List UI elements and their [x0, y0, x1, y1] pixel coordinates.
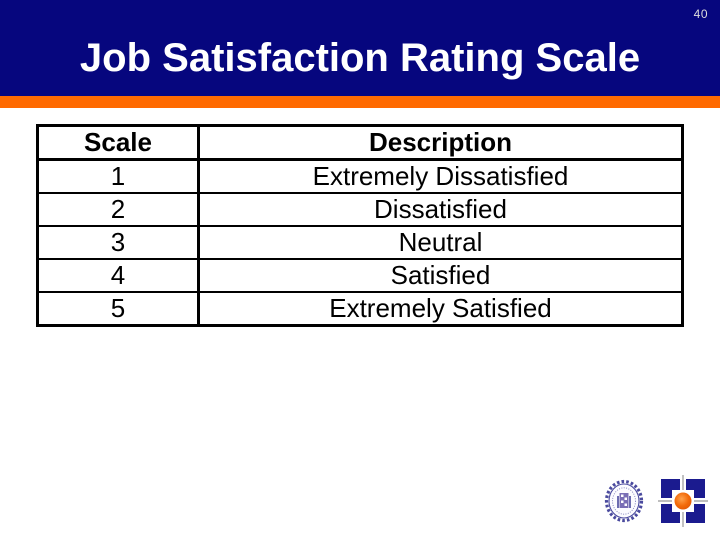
blue-tiles-orange-dot-icon — [658, 474, 708, 528]
scale-value: 3 — [37, 226, 199, 260]
page-number: 40 — [693, 7, 708, 21]
accent-bar — [0, 96, 720, 108]
university-seal-icon — [604, 478, 644, 524]
description-value: Extremely Satisfied — [197, 292, 683, 326]
description-value: Satisfied — [197, 259, 683, 293]
scale-value: 2 — [37, 193, 199, 227]
table: Scale Description 1 Extremely Dissatisfi… — [36, 124, 684, 327]
description-value: Extremely Dissatisfied — [197, 159, 683, 194]
table-header-row: Scale Description — [37, 125, 683, 161]
table-row: 4 Satisfied — [37, 259, 683, 293]
table-row: 5 Extremely Satisfied — [38, 292, 683, 326]
table-row: 3 Neutral — [37, 226, 683, 260]
table-row: 1 Extremely Dissatisfied — [37, 159, 683, 194]
footer-logos — [604, 474, 708, 528]
table-row: 2 Dissatisfied — [37, 193, 683, 227]
scale-column-header: Scale — [37, 125, 199, 161]
scale-value: 1 — [37, 159, 199, 194]
description-column-header: Description — [197, 125, 683, 161]
scale-value: 5 — [110, 293, 126, 323]
slide-title: Job Satisfaction Rating Scale — [79, 36, 641, 80]
scale-value: 4 — [37, 259, 199, 293]
description-value: Dissatisfied — [197, 193, 683, 227]
description-value: Neutral — [197, 226, 683, 260]
title-banner: 40 Job Satisfaction Rating Scale — [0, 0, 720, 96]
rating-scale-table: Scale Description 1 Extremely Dissatisfi… — [36, 124, 684, 327]
